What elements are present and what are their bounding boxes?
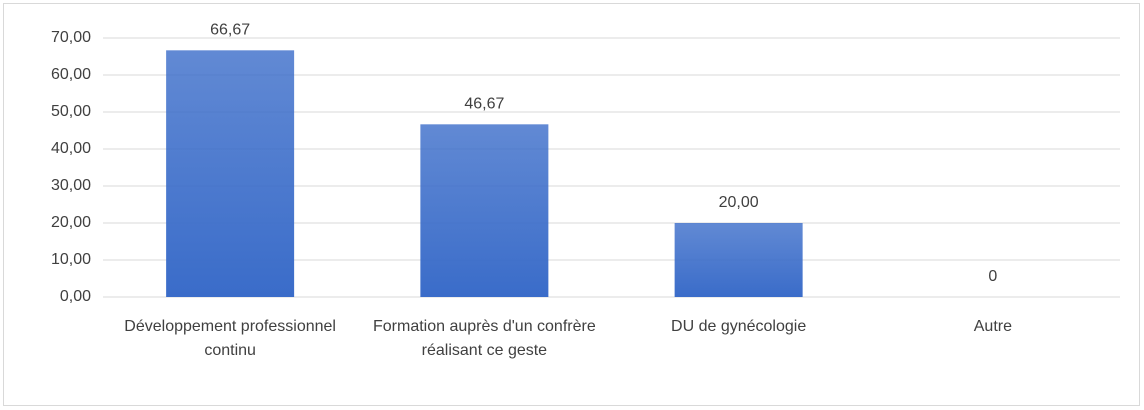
y-tick-label: 30,00 [51,177,91,194]
value-label: 0 [988,268,997,285]
x-tick-label: Formation auprès d'un confrère réalisant… [373,318,596,359]
y-tick-label: 20,00 [51,214,91,231]
x-tick-label: DU de gynécologie [671,318,807,335]
y-tick-label: 60,00 [51,66,91,83]
y-tick-label: 50,00 [51,103,91,120]
y-tick-label: 70,00 [51,29,91,46]
value-label: 66,67 [210,22,250,39]
bar [674,223,803,297]
y-tick-label: 0,00 [60,288,91,305]
value-label: 46,67 [464,96,504,113]
bar [420,124,549,297]
y-tick-label: 40,00 [51,140,91,157]
value-label: 20,00 [719,194,759,211]
bar [166,50,295,297]
chart-border [3,3,1140,406]
x-tick-label: Autre [973,318,1012,335]
x-tick-label: Développement professionnel continu [124,318,336,359]
y-tick-label: 10,00 [51,251,91,268]
